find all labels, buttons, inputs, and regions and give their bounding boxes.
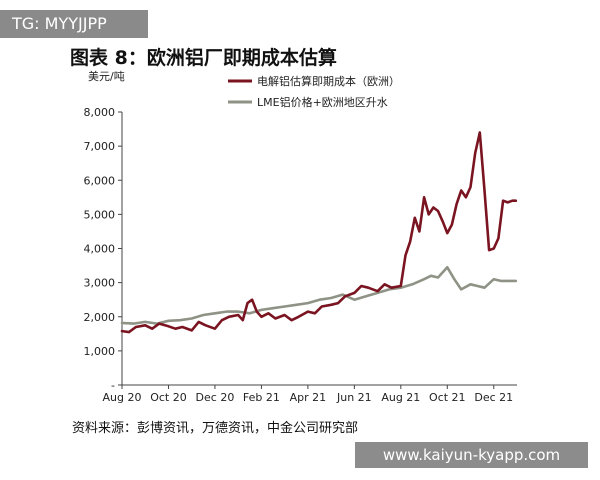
y-tick-label: 1,000 [84, 345, 116, 358]
x-tick-label: Dec 20 [196, 391, 235, 404]
y-tick-label: 5,000 [84, 208, 116, 221]
x-tick-label: Dec 21 [474, 391, 513, 404]
y-tick-label: 8,000 [84, 106, 116, 119]
y-tick-label: 4,000 [84, 243, 116, 256]
x-tick-label: Oct 20 [150, 391, 187, 404]
x-tick-label: Apr 21 [290, 391, 327, 404]
x-tick-label: Aug 20 [103, 391, 142, 404]
y-tick-label: 3,000 [84, 277, 116, 290]
y-tick-label: 2,000 [84, 311, 116, 324]
watermark-bottom: www.kaiyun-kyapp.com [355, 442, 588, 468]
y-tick-label: - [111, 379, 115, 392]
y-axis-unit-label: 美元/吨 [88, 70, 125, 83]
legend: 电解铝估算即期成本（欧洲） LME铝价格+欧洲地区升水 [228, 74, 400, 109]
axes: - 1,000 2,000 3,000 4,000 5,000 6,000 7,000 8,00… [84, 106, 517, 404]
chart-title: 图表 8：欧洲铝厂即期成本估算 [70, 47, 337, 69]
plot-area [120, 131, 518, 334]
x-tick-label: Feb 21 [243, 391, 280, 404]
y-tick-label: 6,000 [84, 174, 116, 187]
watermark-top: TG: MYYJJPP [0, 10, 148, 38]
source-note: 资料来源：彭博资讯，万德资讯，中金公司研究部 [72, 421, 359, 436]
series-line-1 [120, 131, 518, 334]
legend-label-series1: 电解铝估算即期成本（欧洲） [257, 74, 400, 88]
series-line-2 [120, 266, 518, 325]
legend-label-series2: LME铝价格+欧洲地区升水 [257, 95, 388, 109]
x-tick-label: Aug 21 [381, 391, 420, 404]
y-tick-label: 7,000 [84, 140, 116, 153]
x-tick-label: Oct 21 [429, 391, 466, 404]
x-tick-label: Jun 21 [336, 391, 372, 404]
